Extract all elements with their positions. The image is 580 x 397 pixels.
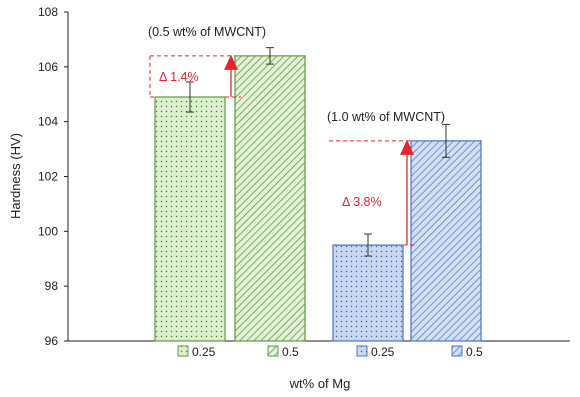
bars <box>154 55 482 342</box>
delta-2-arrow-head <box>400 139 414 155</box>
category-swatch-1 <box>177 345 189 357</box>
y-tick-label: 100 <box>38 224 58 238</box>
category-labels: 0.25 0.5 0.25 0.5 <box>177 345 483 359</box>
category-swatch-4 <box>451 345 463 357</box>
category-label-3: 0.25 <box>371 345 395 359</box>
y-tick-label: 96 <box>45 334 59 348</box>
bar-3 <box>332 244 404 342</box>
bar-4 <box>410 140 482 342</box>
category-label-4: 0.5 <box>466 345 483 359</box>
y-ticks: 96 98 100 102 104 106 108 <box>38 5 68 348</box>
y-axis-title: Hardness (HV) <box>8 133 23 219</box>
y-tick-label: 98 <box>45 279 59 293</box>
y-tick-label: 106 <box>38 60 58 74</box>
y-tick-label: 104 <box>38 115 58 129</box>
error-bars <box>186 47 450 257</box>
delta-1-arrow-head <box>224 54 238 70</box>
category-swatch-3 <box>356 345 368 357</box>
axes <box>67 12 570 342</box>
category-label-2: 0.5 <box>282 345 299 359</box>
bar-2 <box>234 55 306 342</box>
delta-label-2: Δ 3.8% <box>342 195 382 209</box>
annotation-mwcnt-1.0: (1.0 wt% of MWCNT) <box>327 110 445 124</box>
x-axis-title: wt% of Mg <box>289 376 351 391</box>
y-tick-label: 102 <box>38 170 58 184</box>
category-swatch-2 <box>267 345 279 357</box>
bar-1 <box>154 96 226 342</box>
y-tick-label: 108 <box>38 5 58 19</box>
delta-label-1: Δ 1.4% <box>159 70 199 84</box>
annotation-mwcnt-0.5: (0.5 wt% of MWCNT) <box>148 25 266 39</box>
delta-markers <box>149 54 417 246</box>
category-label-1: 0.25 <box>192 345 216 359</box>
